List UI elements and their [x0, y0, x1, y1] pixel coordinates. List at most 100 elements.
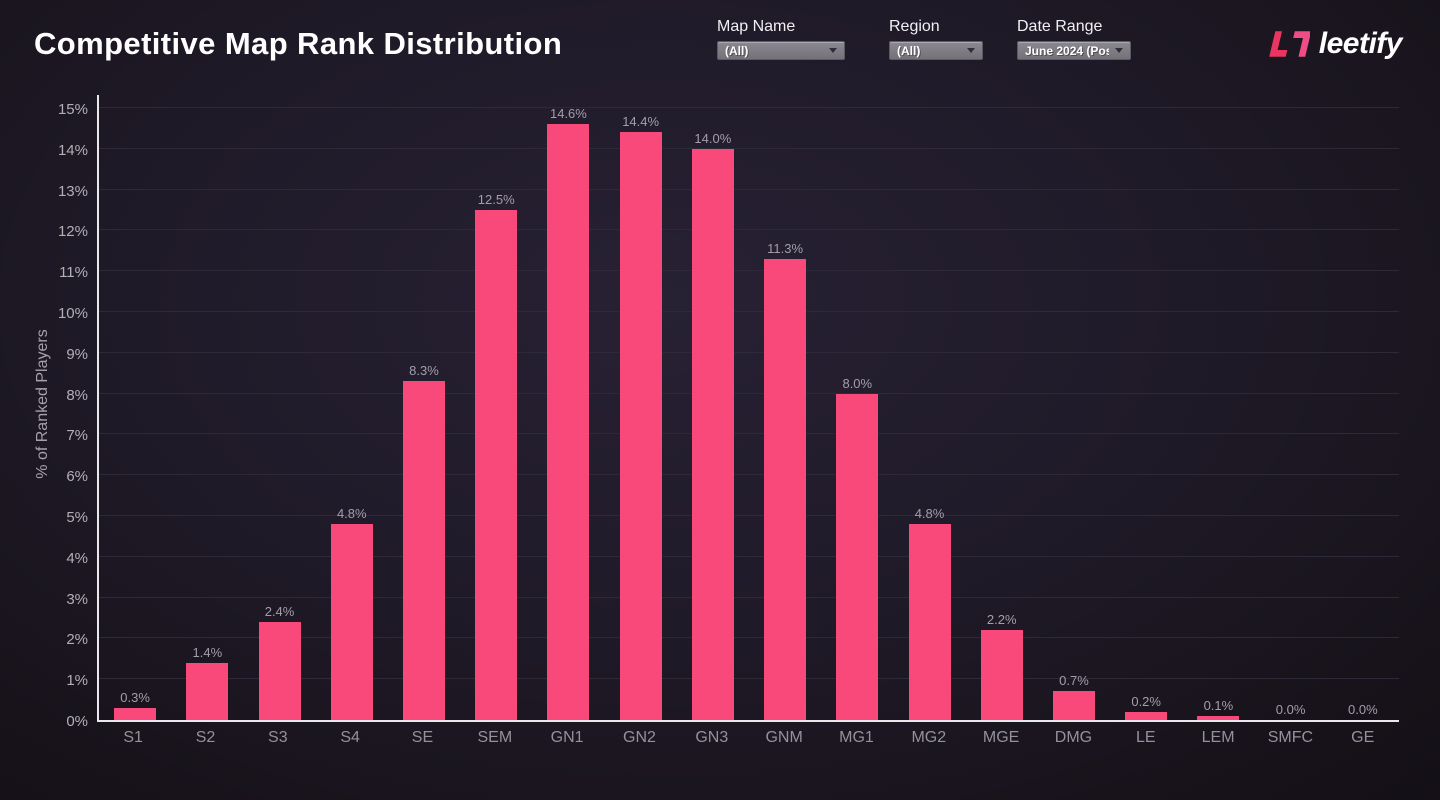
- y-tick-label: 3%: [66, 590, 88, 608]
- bar-value-label: 0.3%: [120, 690, 150, 705]
- gridline: [99, 596, 1399, 598]
- x-axis-labels: S1 S2 S3 S4 SE SEM GN1 GN2 GN3 GNM MG1 MG2 MGE DMG LE L…: [97, 729, 1399, 747]
- x-tick-label: MG1: [839, 729, 874, 746]
- date-range-select[interactable]: June 2024 (Post…: [1017, 41, 1131, 60]
- gridline: [99, 515, 1399, 516]
- gridline: [99, 637, 1399, 639]
- x-tick-label: GN2: [623, 729, 656, 746]
- region-select[interactable]: (All): [889, 41, 983, 60]
- map-name-select[interactable]: (All): [717, 41, 845, 60]
- bar-value-label: 14.6%: [549, 106, 587, 121]
- region-select-value: (All): [897, 43, 921, 58]
- bar-value-label: 4.8%: [914, 506, 945, 521]
- y-tick-label: 15%: [57, 101, 88, 118]
- y-axis-ticks: 0% 1% 2% 3% 4% 5% 6% 7% 8% 9% 10% 11% 12% 13% 14% 15%: [0, 95, 88, 730]
- bar-value-label: 2.2%: [986, 612, 1017, 627]
- x-tick-label: SMFC: [1267, 729, 1314, 746]
- filter-map-name-label: Map Name: [717, 18, 796, 35]
- bar-column: 14.4%: [605, 114, 677, 720]
- x-tick-label: DMG: [1054, 729, 1093, 746]
- x-tick-label: MG2: [911, 729, 947, 746]
- bar-mg1[interactable]: [836, 394, 879, 720]
- bar-s1[interactable]: [114, 708, 157, 720]
- x-tick-label: S1: [123, 729, 143, 746]
- gridline: [99, 678, 1399, 680]
- bar-dmg[interactable]: [1052, 691, 1095, 720]
- gridline: [99, 555, 1399, 557]
- y-tick-label: 10%: [57, 305, 88, 322]
- gridline: [99, 351, 1399, 353]
- bar-se[interactable]: [402, 381, 445, 720]
- filter-region: Region (All): [889, 18, 983, 60]
- y-tick-label: 7%: [66, 427, 88, 445]
- y-tick-label: 6%: [66, 468, 88, 486]
- gridline: [99, 311, 1399, 312]
- leetify-l7-icon: [1268, 31, 1310, 57]
- gridline: [99, 433, 1399, 435]
- x-tick-label: MGE: [982, 729, 1020, 746]
- bar-lem[interactable]: [1197, 716, 1240, 720]
- bar-column: 0.0%: [1255, 702, 1327, 720]
- gridline: [99, 107, 1399, 108]
- gridline: [99, 392, 1399, 394]
- y-tick-label: 0%: [66, 713, 88, 730]
- bar-le[interactable]: [1125, 712, 1168, 720]
- bar-s4[interactable]: [330, 524, 373, 720]
- gridline: [99, 270, 1399, 272]
- bar-gn3[interactable]: [691, 149, 734, 720]
- gridline: [99, 474, 1399, 476]
- bar-gn2[interactable]: [619, 132, 662, 720]
- bar-gnm[interactable]: [764, 259, 807, 720]
- x-tick-label: S2: [195, 729, 216, 746]
- bar-value-label: 0.7%: [1059, 673, 1089, 688]
- bar-column: 14.6%: [532, 106, 604, 720]
- y-tick-label: 14%: [57, 141, 88, 159]
- bar-column: 0.3%: [99, 690, 171, 720]
- page-title: Competitive Map Rank Distribution: [34, 26, 563, 61]
- bars-row: 0.3% 1.4% 2.4% 4.8% 8.3% 12.5% 14.6% 14.4% 14.0%…: [99, 95, 1399, 720]
- bar-column: 12.5%: [460, 192, 532, 720]
- bar-mge[interactable]: [980, 630, 1023, 720]
- bar-value-label: 0.2%: [1131, 694, 1161, 709]
- bar-s2[interactable]: [186, 663, 229, 720]
- bar-column: 8.3%: [388, 363, 460, 720]
- bar-value-label: 14.0%: [694, 131, 732, 146]
- gridline: [99, 188, 1399, 190]
- chevron-down-icon: [829, 48, 837, 53]
- bar-column: 11.3%: [749, 241, 821, 720]
- x-tick-label: GNM: [765, 729, 803, 746]
- y-tick-label: 12%: [57, 223, 88, 241]
- x-tick-label: LE: [1135, 729, 1156, 746]
- bar-column: 4.8%: [316, 506, 388, 720]
- y-tick-label: 8%: [66, 386, 88, 404]
- y-tick-label: 4%: [66, 549, 88, 567]
- chevron-down-icon: [967, 48, 975, 53]
- bar-column: 8.0%: [821, 376, 893, 720]
- bar-column: 2.2%: [966, 612, 1038, 720]
- bar-value-label: 8.0%: [842, 376, 873, 391]
- bar-sem[interactable]: [475, 210, 518, 720]
- filter-date-range-label: Date Range: [1017, 18, 1103, 35]
- bar-value-label: 0.1%: [1203, 698, 1234, 713]
- bar-s3[interactable]: [258, 622, 301, 720]
- plot-area: 0.3% 1.4% 2.4% 4.8% 8.3% 12.5% 14.6% 14.4% 14.0%…: [97, 95, 1399, 722]
- bar-gn1[interactable]: [547, 124, 590, 720]
- bar-value-label: 11.3%: [767, 241, 804, 256]
- gridline: [99, 229, 1399, 231]
- date-range-select-value: June 2024 (Post…: [1025, 43, 1109, 58]
- x-tick-label: S4: [340, 729, 360, 746]
- x-tick-label: GN1: [550, 729, 584, 746]
- y-tick-label: 1%: [66, 672, 88, 690]
- bar-value-label: 4.8%: [336, 506, 367, 521]
- filter-region-label: Region: [889, 18, 940, 35]
- bar-mg2[interactable]: [908, 524, 951, 720]
- filter-date-range: Date Range June 2024 (Post…: [1017, 18, 1131, 60]
- x-tick-label: GN3: [695, 729, 729, 746]
- bar-value-label: 0.0%: [1275, 702, 1306, 717]
- bar-column: 0.7%: [1038, 673, 1110, 720]
- bar-column: 0.1%: [1182, 698, 1254, 720]
- x-tick-label: GE: [1351, 729, 1375, 746]
- chevron-down-icon: [1115, 48, 1123, 53]
- y-tick-label: 2%: [66, 631, 88, 649]
- bar-column: 0.0%: [1327, 702, 1399, 720]
